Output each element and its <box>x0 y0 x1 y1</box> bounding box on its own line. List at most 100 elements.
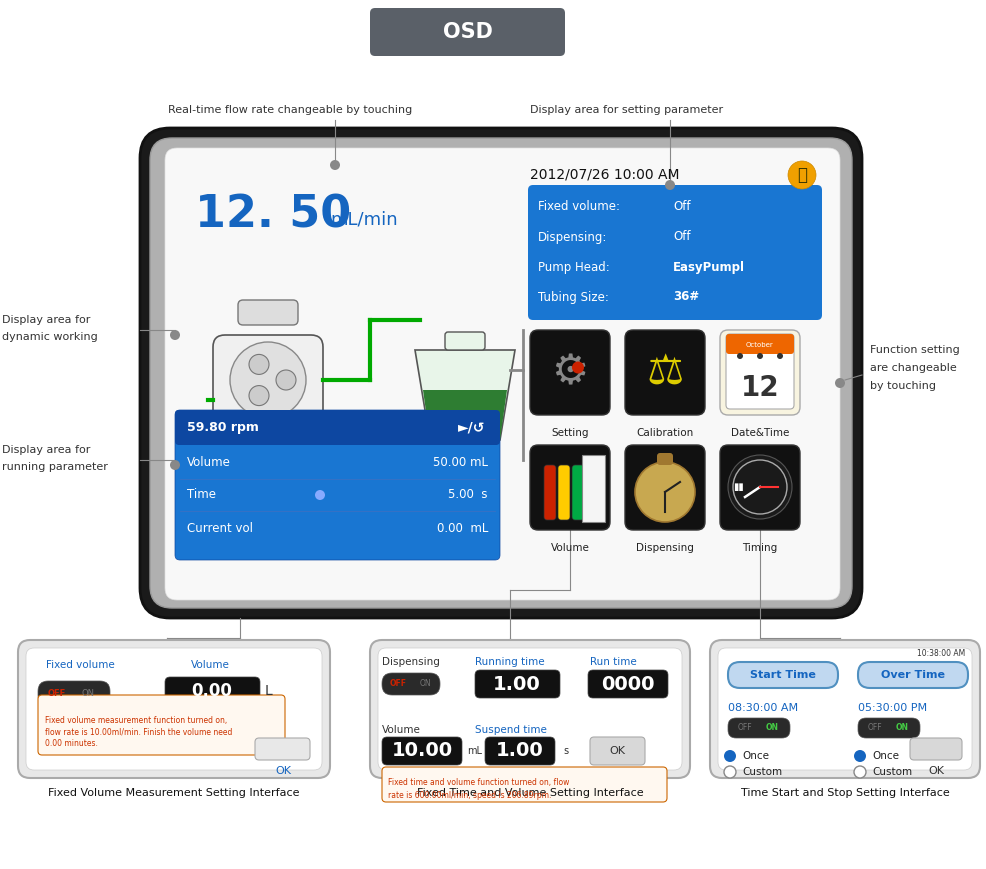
FancyBboxPatch shape <box>625 330 705 415</box>
Text: Display area for: Display area for <box>2 315 91 325</box>
Text: OFF: OFF <box>738 724 752 733</box>
Polygon shape <box>582 455 605 522</box>
FancyBboxPatch shape <box>38 681 110 705</box>
FancyBboxPatch shape <box>572 465 584 520</box>
Text: L: L <box>265 684 273 698</box>
Text: Setting: Setting <box>551 428 589 438</box>
FancyBboxPatch shape <box>720 445 800 530</box>
Text: Off: Off <box>673 230 690 243</box>
FancyBboxPatch shape <box>165 677 260 705</box>
Text: by touching: by touching <box>870 381 936 391</box>
Text: Custom: Custom <box>872 767 912 777</box>
Circle shape <box>572 362 584 374</box>
FancyBboxPatch shape <box>238 300 298 325</box>
Text: Suspend time: Suspend time <box>475 725 547 735</box>
Text: Date&Time: Date&Time <box>731 428 789 438</box>
FancyBboxPatch shape <box>18 640 330 778</box>
Text: 🔔: 🔔 <box>797 166 807 184</box>
Circle shape <box>835 378 845 388</box>
Text: Fixed Time and Volume Setting Interface: Fixed Time and Volume Setting Interface <box>417 788 643 798</box>
FancyBboxPatch shape <box>710 640 980 778</box>
Text: Volume: Volume <box>190 660 230 670</box>
Text: 12: 12 <box>740 374 779 402</box>
FancyBboxPatch shape <box>910 738 962 760</box>
Text: Time: Time <box>187 488 216 501</box>
Text: Run time: Run time <box>590 657 637 667</box>
Text: OK: OK <box>928 766 944 776</box>
FancyBboxPatch shape <box>255 738 310 760</box>
Text: Running time: Running time <box>475 657 544 667</box>
Text: 2012/07/26 10:00 AM: 2012/07/26 10:00 AM <box>530 168 679 182</box>
FancyBboxPatch shape <box>370 640 690 778</box>
Text: dynamic working: dynamic working <box>2 332 98 342</box>
FancyBboxPatch shape <box>165 148 840 600</box>
Text: running parameter: running parameter <box>2 462 107 472</box>
Text: OFF: OFF <box>48 688 66 698</box>
Circle shape <box>665 180 675 190</box>
Text: Fixed volume:: Fixed volume: <box>538 201 620 214</box>
Text: Timing: Timing <box>742 543 778 553</box>
Circle shape <box>330 160 340 170</box>
Text: ⚖: ⚖ <box>646 351 683 394</box>
Text: Dispensing: Dispensing <box>382 657 440 667</box>
Text: Pump Head:: Pump Head: <box>538 261 609 274</box>
Text: Time Start and Stop Setting Interface: Time Start and Stop Setting Interface <box>740 788 950 798</box>
Text: OSD: OSD <box>443 22 492 42</box>
FancyBboxPatch shape <box>625 445 705 530</box>
Text: 1.00: 1.00 <box>493 674 541 693</box>
Text: Off: Off <box>673 201 690 214</box>
Text: Fixed Volume Measurement Setting Interface: Fixed Volume Measurement Setting Interfa… <box>48 788 300 798</box>
Polygon shape <box>415 350 515 440</box>
FancyBboxPatch shape <box>382 737 462 765</box>
FancyBboxPatch shape <box>858 718 920 738</box>
FancyBboxPatch shape <box>558 465 570 520</box>
FancyBboxPatch shape <box>726 334 794 409</box>
Text: mL/min: mL/min <box>330 211 397 229</box>
FancyBboxPatch shape <box>475 670 560 698</box>
FancyBboxPatch shape <box>485 737 555 765</box>
Text: Once: Once <box>872 751 899 761</box>
Circle shape <box>315 490 325 500</box>
Circle shape <box>635 462 695 522</box>
Circle shape <box>788 161 816 189</box>
Text: OK: OK <box>275 766 291 776</box>
FancyBboxPatch shape <box>213 335 323 435</box>
Circle shape <box>724 766 736 778</box>
Circle shape <box>249 355 269 375</box>
Circle shape <box>170 330 180 340</box>
FancyBboxPatch shape <box>588 670 668 698</box>
Text: 59.80 rpm: 59.80 rpm <box>187 421 259 434</box>
Circle shape <box>777 353 783 359</box>
Text: 36#: 36# <box>673 290 699 303</box>
Text: ►/↺: ►/↺ <box>458 421 485 434</box>
Text: ON: ON <box>82 688 95 698</box>
FancyBboxPatch shape <box>858 662 968 688</box>
Circle shape <box>854 766 866 778</box>
Text: Fixed time and volume function turned on, flow: Fixed time and volume function turned on… <box>388 779 569 787</box>
FancyBboxPatch shape <box>720 330 800 415</box>
Text: are changeable: are changeable <box>870 363 956 373</box>
Text: OFF: OFF <box>868 724 882 733</box>
Text: Fixed volume: Fixed volume <box>45 660 114 670</box>
Text: 10.00: 10.00 <box>391 741 453 760</box>
Text: Display area for: Display area for <box>2 445 91 455</box>
FancyBboxPatch shape <box>175 410 500 560</box>
Text: Volume: Volume <box>550 543 590 553</box>
Text: Volume: Volume <box>187 456 231 469</box>
Circle shape <box>230 342 306 418</box>
FancyBboxPatch shape <box>657 453 673 465</box>
Circle shape <box>757 353 763 359</box>
FancyBboxPatch shape <box>530 445 610 530</box>
FancyBboxPatch shape <box>382 673 440 695</box>
Text: ⚙: ⚙ <box>551 351 589 394</box>
FancyBboxPatch shape <box>26 648 322 770</box>
FancyBboxPatch shape <box>544 465 556 520</box>
Text: Real-time flow rate changeable by touching: Real-time flow rate changeable by touchi… <box>168 105 412 115</box>
Text: Start Time: Start Time <box>750 670 816 680</box>
Circle shape <box>249 386 269 406</box>
Text: Function setting: Function setting <box>870 345 959 355</box>
Text: 10:38:00 AM: 10:38:00 AM <box>917 649 965 659</box>
Circle shape <box>854 750 866 762</box>
Text: OFF: OFF <box>389 680 406 688</box>
Text: 12. 50: 12. 50 <box>195 194 351 236</box>
